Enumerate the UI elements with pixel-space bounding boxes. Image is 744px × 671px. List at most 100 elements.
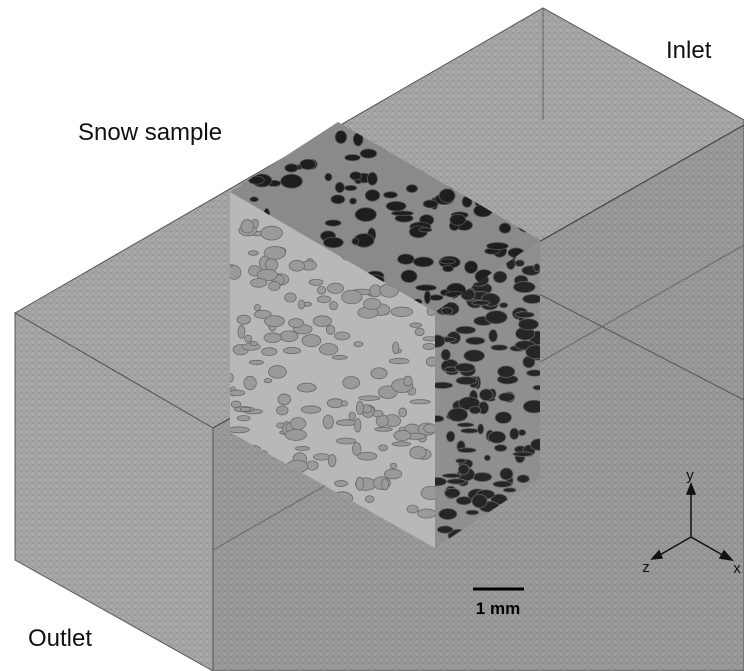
pore: [407, 505, 418, 513]
pore: [301, 406, 320, 414]
pore: [317, 286, 325, 294]
pore: [335, 480, 348, 486]
pore: [441, 308, 453, 315]
pore: [359, 396, 380, 401]
pore: [269, 366, 287, 379]
pore: [487, 242, 509, 249]
pore: [515, 312, 535, 318]
pore: [261, 158, 274, 164]
figure: Inlet Snow sample Outlet 1 mm y z x: [0, 0, 744, 671]
pore: [349, 412, 356, 420]
pore: [245, 335, 252, 342]
pore: [241, 220, 254, 233]
pore: [248, 251, 258, 255]
pore: [355, 180, 361, 184]
pore: [356, 477, 364, 490]
pore: [331, 195, 345, 204]
pore: [285, 293, 297, 302]
pore: [285, 429, 306, 440]
pore: [446, 431, 455, 442]
pore: [493, 271, 507, 283]
pore: [424, 291, 430, 304]
pore: [523, 294, 542, 303]
pore: [485, 311, 507, 324]
pore: [386, 201, 406, 211]
pore: [437, 526, 453, 533]
pore: [499, 303, 507, 308]
pore: [276, 406, 288, 415]
pore: [343, 376, 360, 388]
pore: [439, 508, 457, 519]
pore: [440, 259, 456, 264]
pore: [306, 461, 318, 470]
pore: [491, 345, 507, 351]
pore: [494, 445, 507, 452]
pore: [500, 468, 513, 480]
pore: [249, 360, 263, 364]
pore: [458, 448, 476, 453]
pore: [290, 417, 306, 429]
pore: [289, 318, 304, 327]
pore: [295, 446, 309, 450]
pore: [264, 333, 281, 343]
pore: [336, 438, 355, 444]
pore: [484, 455, 490, 461]
pore: [456, 377, 477, 385]
pore: [466, 337, 485, 345]
pore: [298, 300, 304, 309]
pore: [498, 366, 515, 378]
pore: [285, 123, 299, 133]
outlet-label: Outlet: [28, 625, 92, 652]
pore: [489, 330, 498, 342]
pore: [488, 431, 506, 443]
pore: [341, 401, 347, 406]
pore: [246, 119, 262, 125]
pore: [342, 290, 362, 304]
pore: [277, 423, 284, 428]
pore: [456, 496, 471, 504]
pore: [469, 407, 480, 414]
pore: [328, 454, 336, 466]
pore: [410, 400, 430, 404]
pore: [450, 214, 466, 225]
pore: [394, 430, 411, 440]
pore: [423, 337, 437, 341]
pore: [285, 164, 298, 172]
pore: [399, 408, 407, 417]
pore: [313, 454, 329, 461]
pore: [373, 410, 383, 417]
pore: [517, 475, 529, 483]
pore: [398, 254, 415, 264]
pore: [385, 469, 402, 479]
pore: [264, 379, 272, 383]
pore: [510, 428, 519, 439]
pore: [365, 190, 380, 202]
pore: [383, 192, 397, 198]
pore: [326, 325, 334, 334]
pore: [271, 128, 285, 136]
pore: [478, 424, 484, 434]
pore: [264, 316, 284, 327]
pore: [499, 393, 515, 402]
pore: [330, 302, 338, 310]
pore: [238, 325, 245, 338]
pore: [391, 211, 413, 216]
pore: [283, 347, 300, 353]
pore: [418, 509, 436, 518]
pore: [493, 481, 512, 487]
pore: [350, 198, 357, 204]
pore: [423, 343, 435, 349]
pore: [389, 358, 409, 364]
pore: [262, 348, 277, 356]
pore: [419, 228, 432, 232]
pore: [350, 172, 362, 180]
pore: [254, 304, 260, 310]
pore: [281, 174, 303, 188]
pore: [406, 185, 417, 193]
pore: [355, 208, 376, 222]
pore: [354, 342, 363, 347]
pore: [317, 296, 331, 303]
pore: [448, 408, 468, 422]
pore: [278, 132, 288, 142]
pore: [231, 401, 241, 408]
